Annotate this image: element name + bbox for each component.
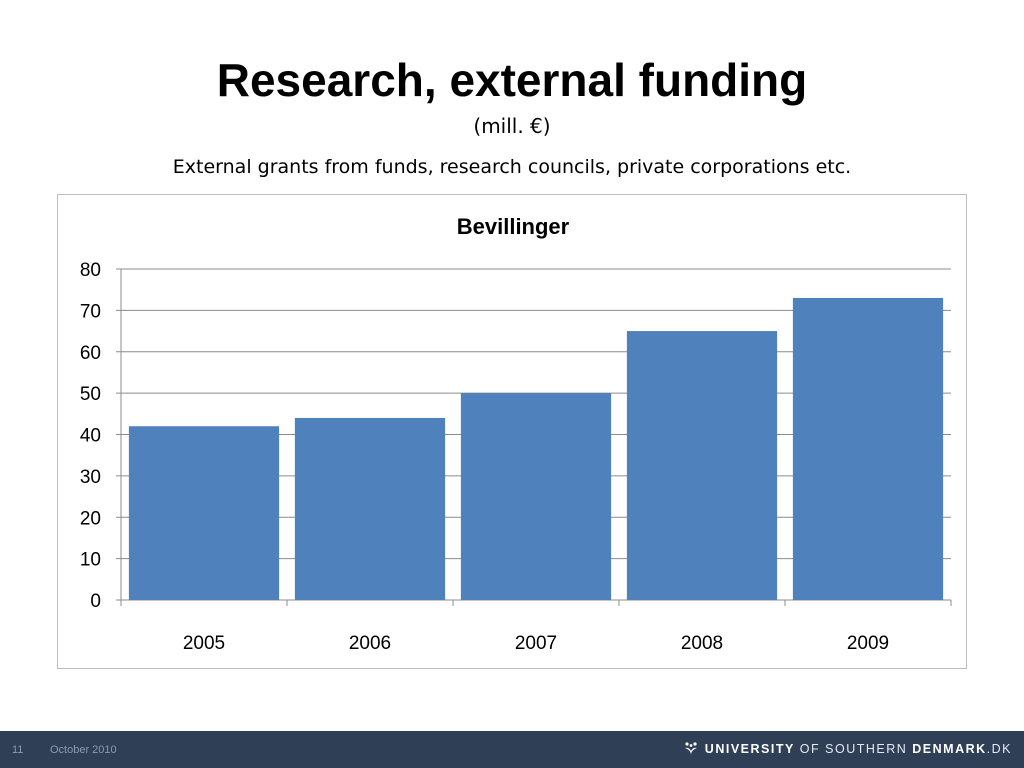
leaf-logo-icon <box>684 742 697 755</box>
bar-chart: Bevillinger 0 10 20 30 40 50 60 70 80 2005 2006 2007… <box>80 214 952 654</box>
logo-text-of-southern: OF SOUTHERN <box>799 742 908 756</box>
y-tick-label: 10 <box>80 550 101 571</box>
y-tick-label: 30 <box>80 467 101 488</box>
footer-date: October 2010 <box>50 744 117 756</box>
logo-text-denmark: DENMARK <box>912 742 987 756</box>
x-tick-label: 2006 <box>349 633 391 654</box>
x-tick-label: 2007 <box>515 633 557 654</box>
x-tick-label: 2008 <box>681 633 723 654</box>
bar-2005 <box>128 426 280 600</box>
chart-frame: Bevillinger 0 10 20 30 40 50 60 70 80 2005 2006 2007… <box>57 194 967 669</box>
chart-title: Bevillinger <box>457 214 570 239</box>
y-tick-label: 0 <box>90 591 101 612</box>
y-tick-label: 60 <box>80 343 101 364</box>
slide-title: Research, external funding <box>216 54 808 106</box>
x-tick-label: 2009 <box>847 633 889 654</box>
bar-2008 <box>626 331 778 600</box>
university-logo: UNIVERSITY OF SOUTHERN DENMARK.DK <box>683 741 1012 757</box>
y-tick-label: 80 <box>80 260 101 281</box>
slide-caption: External grants from funds, research cou… <box>172 156 852 178</box>
y-tick-label: 40 <box>80 426 101 447</box>
slide-subtitle: (mill. €) <box>473 114 551 138</box>
footer-bar: 11 October 2010 UNIVERSITY OF SOUTHERN D… <box>0 731 1024 768</box>
y-tick-label: 20 <box>80 508 101 529</box>
logo-text-dk: .DK <box>986 742 1012 756</box>
bar-2006 <box>294 417 446 600</box>
bar-2009 <box>792 297 944 600</box>
y-tick-label: 50 <box>80 384 101 405</box>
bar-2007 <box>460 393 612 600</box>
x-tick-label: 2005 <box>183 633 225 654</box>
page-number: 11 <box>12 744 24 756</box>
logo-text-university: UNIVERSITY <box>704 742 795 756</box>
y-tick-label: 70 <box>80 301 101 322</box>
